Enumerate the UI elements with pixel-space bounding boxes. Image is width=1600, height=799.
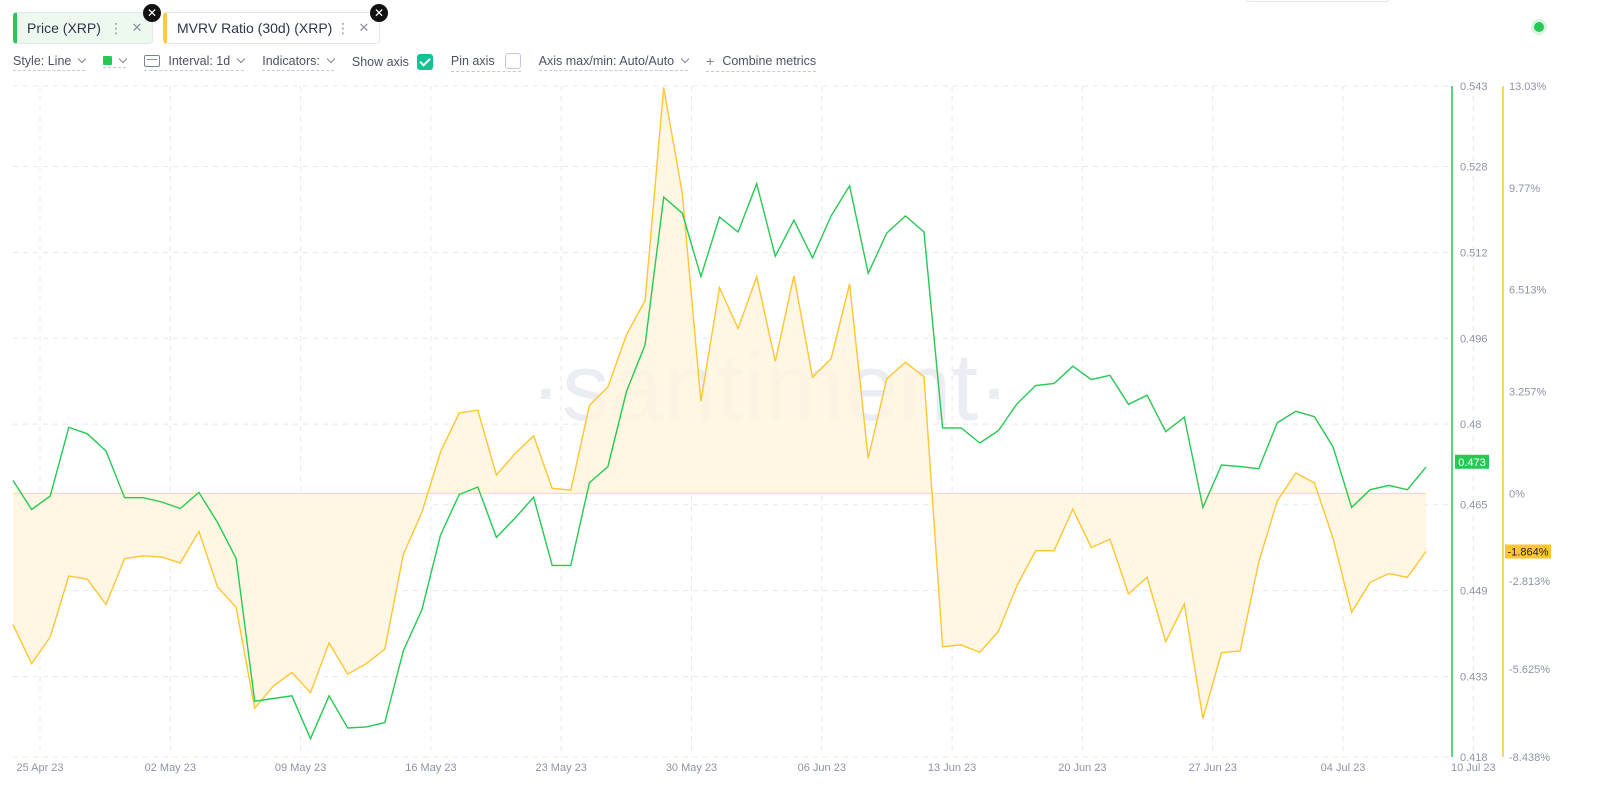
- tab-label: Price (XRP): [27, 20, 101, 36]
- top-dropdown-stub[interactable]: [1246, 0, 1390, 2]
- price-tick-label: 0.543: [1460, 81, 1488, 93]
- price-tick-label: 0.48: [1460, 419, 1481, 431]
- combine-metrics-label: Combine metrics: [722, 53, 817, 68]
- interval-icon: [144, 54, 161, 67]
- plus-icon: +: [706, 52, 715, 69]
- tab-label: MVRV Ratio (30d) (XRP): [177, 20, 333, 36]
- mvrv-tick-label: -8.438%: [1509, 752, 1550, 764]
- mvrv-area-fill: [13, 87, 1426, 719]
- x-tick-label: 27 Jun 23: [1189, 762, 1237, 774]
- color-dropdown[interactable]: [103, 54, 128, 68]
- price-tick-label: 0.528: [1460, 162, 1488, 174]
- x-tick-label: 16 May 23: [405, 762, 456, 774]
- remove-metric-icon[interactable]: ✕: [143, 4, 161, 22]
- x-tick-label: 25 Apr 23: [16, 762, 63, 774]
- style-label: Style: Line: [13, 53, 72, 68]
- price-mvrv-chart[interactable]: ·santiment· 0.5430.5280.5120.4960.480.46…: [0, 80, 1600, 799]
- chevron-down-icon: [119, 54, 128, 63]
- mvrv-series-line: [12, 87, 1427, 719]
- tab-price-xrp[interactable]: Price (XRP) ⋮ ✕: [13, 12, 153, 44]
- x-tick-label: 04 Jul 23: [1321, 762, 1366, 774]
- mvrv-tick-label: 0%: [1509, 488, 1525, 500]
- axis-maxmin-label: Axis max/min: Auto/Auto: [538, 53, 675, 68]
- price-tick-label: 0.496: [1460, 333, 1488, 345]
- price-current-badge: [1455, 454, 1489, 469]
- mvrv-axis-ticks: 13.03% 9.77% 6.513% 3.257% 0% -2.813% -5.625% -…: [1509, 81, 1550, 764]
- more-options-icon[interactable]: ⋮: [336, 19, 350, 36]
- price-series-line: [12, 181, 1427, 741]
- x-tick-label: 10 Jul 23: [1451, 762, 1496, 774]
- mvrv-tick-label: -5.625%: [1509, 664, 1550, 676]
- color-swatch: [103, 56, 113, 65]
- x-tick-label: 20 Jun 23: [1058, 762, 1106, 774]
- price-tick-label: 0.512: [1460, 247, 1488, 259]
- price-tick-label: 0.418: [1460, 752, 1488, 764]
- mvrv-tick-label: 3.257%: [1509, 386, 1547, 398]
- chevron-down-icon: [236, 54, 246, 63]
- indicators-dropdown[interactable]: Indicators:: [262, 53, 336, 71]
- x-tick-label: 23 May 23: [536, 762, 587, 774]
- chart-grid: [13, 85, 1474, 758]
- x-tick-label: 30 May 23: [666, 762, 717, 774]
- show-axis-toggle[interactable]: Show axis: [352, 54, 433, 70]
- pin-axis-label: Pin axis: [450, 53, 495, 68]
- chevron-down-icon: [680, 54, 690, 63]
- axis-maxmin-dropdown[interactable]: Axis max/min: Auto/Auto: [538, 53, 690, 71]
- mvrv-tick-label: 6.513%: [1509, 285, 1547, 297]
- live-status-indicator: [1534, 22, 1544, 32]
- checkbox-unchecked-icon[interactable]: [504, 52, 521, 69]
- x-tick-label: 13 Jun 23: [928, 762, 976, 774]
- x-tick-label: 09 May 23: [275, 762, 326, 774]
- price-tick-label: 0.433: [1460, 671, 1488, 683]
- indicators-label: Indicators:: [262, 53, 320, 68]
- checkbox-checked-icon[interactable]: [416, 54, 433, 70]
- pin-axis-toggle[interactable]: Pin axis: [450, 52, 521, 72]
- tab-mvrv-ratio[interactable]: MVRV Ratio (30d) (XRP) ⋮ ✕: [163, 12, 380, 44]
- show-axis-label: Show axis: [351, 55, 409, 69]
- remove-metric-icon[interactable]: ✕: [370, 4, 388, 22]
- x-axis-ticks: 25 Apr 23 02 May 23 09 May 23 16 May 23 23 M…: [16, 762, 1495, 774]
- price-current-label: 0.473: [1458, 457, 1486, 469]
- interval-label: Interval: 1d: [168, 53, 231, 68]
- style-dropdown[interactable]: Style: Line: [13, 53, 87, 71]
- mvrv-current-badge: [1505, 544, 1551, 559]
- price-tick-label: 0.465: [1460, 500, 1488, 512]
- chart-toolbar: Style: Line Interval: 1d Indicators: Sho…: [13, 52, 834, 72]
- mvrv-tick-label: 13.03%: [1509, 81, 1547, 93]
- combine-metrics-button[interactable]: + Combine metrics: [706, 52, 817, 72]
- x-tick-label: 02 May 23: [145, 762, 196, 774]
- chevron-down-icon: [78, 54, 87, 63]
- x-tick-label: 06 Jun 23: [798, 762, 846, 774]
- mvrv-current-label: -1.864%: [1508, 547, 1549, 559]
- mvrv-tick-label: 9.77%: [1509, 183, 1540, 195]
- mvrv-tick-label: -2.813%: [1509, 576, 1550, 588]
- close-icon[interactable]: ✕: [131, 20, 143, 35]
- more-options-icon[interactable]: ⋮: [109, 19, 123, 36]
- price-tick-label: 0.449: [1460, 586, 1488, 598]
- interval-dropdown[interactable]: Interval: 1d: [144, 53, 246, 71]
- price-axis-ticks: 0.543 0.528 0.512 0.496 0.48 0.465 0.449 0.433 0…: [1460, 81, 1488, 764]
- current-value-badges: 0.473 -1.864%: [1455, 454, 1551, 559]
- close-icon[interactable]: ✕: [358, 20, 370, 35]
- chevron-down-icon: [326, 54, 336, 63]
